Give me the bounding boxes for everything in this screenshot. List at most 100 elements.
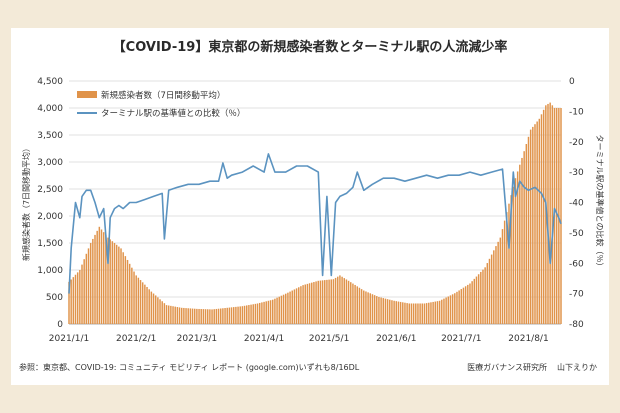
infection-bar: [350, 282, 352, 324]
infection-bar: [443, 298, 445, 324]
infection-bar: [551, 105, 554, 324]
infection-bar: [105, 234, 107, 324]
infection-bar: [98, 226, 101, 324]
infection-bar: [384, 298, 387, 324]
infection-bar: [276, 297, 278, 324]
chart-card: 0 500 1,000 1,500 2,000 2,500 3,000 3,500 4,000 4…: [11, 28, 609, 385]
infection-bar: [347, 280, 350, 324]
source-note: 参照：東京都、COVID-19: コミュニティ モビリティ レポート (goog…: [19, 363, 360, 372]
infection-bar: [70, 279, 72, 324]
infection-bar: [542, 109, 545, 324]
infection-bar: [217, 308, 220, 324]
infection-bar: [360, 289, 363, 324]
y-left-tick-label: 2,000: [37, 212, 63, 222]
infection-bar: [506, 212, 508, 324]
infection-bar: [206, 309, 209, 324]
infection-bar: [497, 241, 499, 324]
y-right-tick-label: -40: [569, 199, 584, 209]
infection-bar: [341, 276, 343, 324]
infection-bar: [170, 305, 172, 324]
infection-bar: [85, 253, 88, 324]
infection-bar: [451, 294, 454, 324]
infection-bar: [328, 279, 330, 324]
infection-bar: [183, 307, 185, 324]
infection-bar: [523, 151, 525, 324]
infection-bar: [534, 124, 536, 324]
infection-bar: [484, 267, 486, 324]
infection-bar: [235, 306, 237, 324]
y-left-tick-label: 1,000: [37, 266, 63, 276]
infection-bar: [267, 300, 270, 324]
infection-bar: [113, 243, 116, 324]
y-right-axis-title: ターミナル駅の基準値との比較（％）: [595, 135, 605, 271]
infection-bar: [226, 307, 228, 324]
infection-bar: [408, 303, 411, 324]
infection-bar: [514, 178, 517, 324]
infection-bar: [371, 294, 374, 324]
infection-bar: [178, 307, 181, 324]
infection-bar: [319, 280, 322, 324]
infection-bar: [107, 237, 109, 324]
infection-bar: [369, 293, 372, 324]
infection-bar: [436, 301, 439, 324]
infection-bar: [128, 263, 131, 324]
infection-bar: [224, 308, 226, 324]
infection-bar: [176, 307, 179, 324]
infection-bar: [204, 309, 207, 324]
infection-bar: [458, 290, 460, 324]
infection-bar: [141, 282, 144, 324]
infection-bar: [200, 309, 202, 324]
infection-bar: [337, 276, 339, 324]
infection-bar: [425, 303, 428, 324]
infection-bar: [148, 289, 150, 324]
infection-bar: [315, 281, 317, 324]
infection-bar: [252, 304, 254, 324]
infection-bar: [475, 276, 478, 324]
infection-bar: [367, 292, 369, 324]
legend-label-line: ターミナル駅の基準値との比較（％）: [101, 108, 245, 119]
infection-bar: [185, 308, 187, 324]
infection-bar: [540, 114, 543, 324]
infection-bar: [321, 280, 324, 324]
infection-bar: [291, 290, 293, 324]
infection-bar: [72, 277, 75, 324]
infection-bar: [167, 305, 170, 324]
infection-bar: [449, 295, 452, 324]
infection-bar: [280, 295, 283, 324]
infection-bar: [445, 297, 447, 324]
infection-bar: [438, 300, 441, 324]
credit-org: 医療ガバナンス研究所: [467, 363, 547, 372]
infection-bar: [486, 263, 489, 324]
infection-bar: [549, 102, 551, 324]
x-tick-label: 2021/4/1: [244, 334, 284, 344]
y-right-tick-label: -70: [569, 290, 584, 300]
x-tick-label: 2021/2/1: [116, 334, 156, 344]
infection-bar: [219, 308, 222, 324]
infection-bar: [434, 301, 437, 324]
y-left-tick-label: 0: [57, 320, 63, 330]
infection-bar: [237, 306, 239, 324]
infection-bar: [488, 258, 491, 324]
x-tick-label: 2021/6/1: [376, 334, 416, 344]
infection-bar: [412, 303, 415, 324]
infection-bar: [222, 308, 224, 324]
infection-bar: [501, 229, 504, 324]
infection-bar: [421, 303, 424, 324]
infection-bar: [300, 286, 302, 324]
infection-bar: [230, 307, 233, 324]
infection-bar: [137, 277, 140, 324]
infection-bar: [317, 280, 319, 324]
infection-bar: [282, 294, 285, 324]
y-right-tick-label: -30: [569, 168, 584, 178]
infection-bar: [311, 282, 313, 324]
infection-bar: [165, 305, 168, 324]
infection-bar: [250, 304, 252, 324]
infection-bar: [154, 295, 157, 324]
infection-bar: [545, 105, 547, 324]
infection-bar: [538, 118, 541, 324]
infection-bar: [232, 307, 235, 324]
infection-bar: [135, 275, 137, 324]
infection-bar: [100, 229, 103, 324]
infection-bar: [529, 129, 532, 324]
infection-bar: [271, 299, 274, 324]
